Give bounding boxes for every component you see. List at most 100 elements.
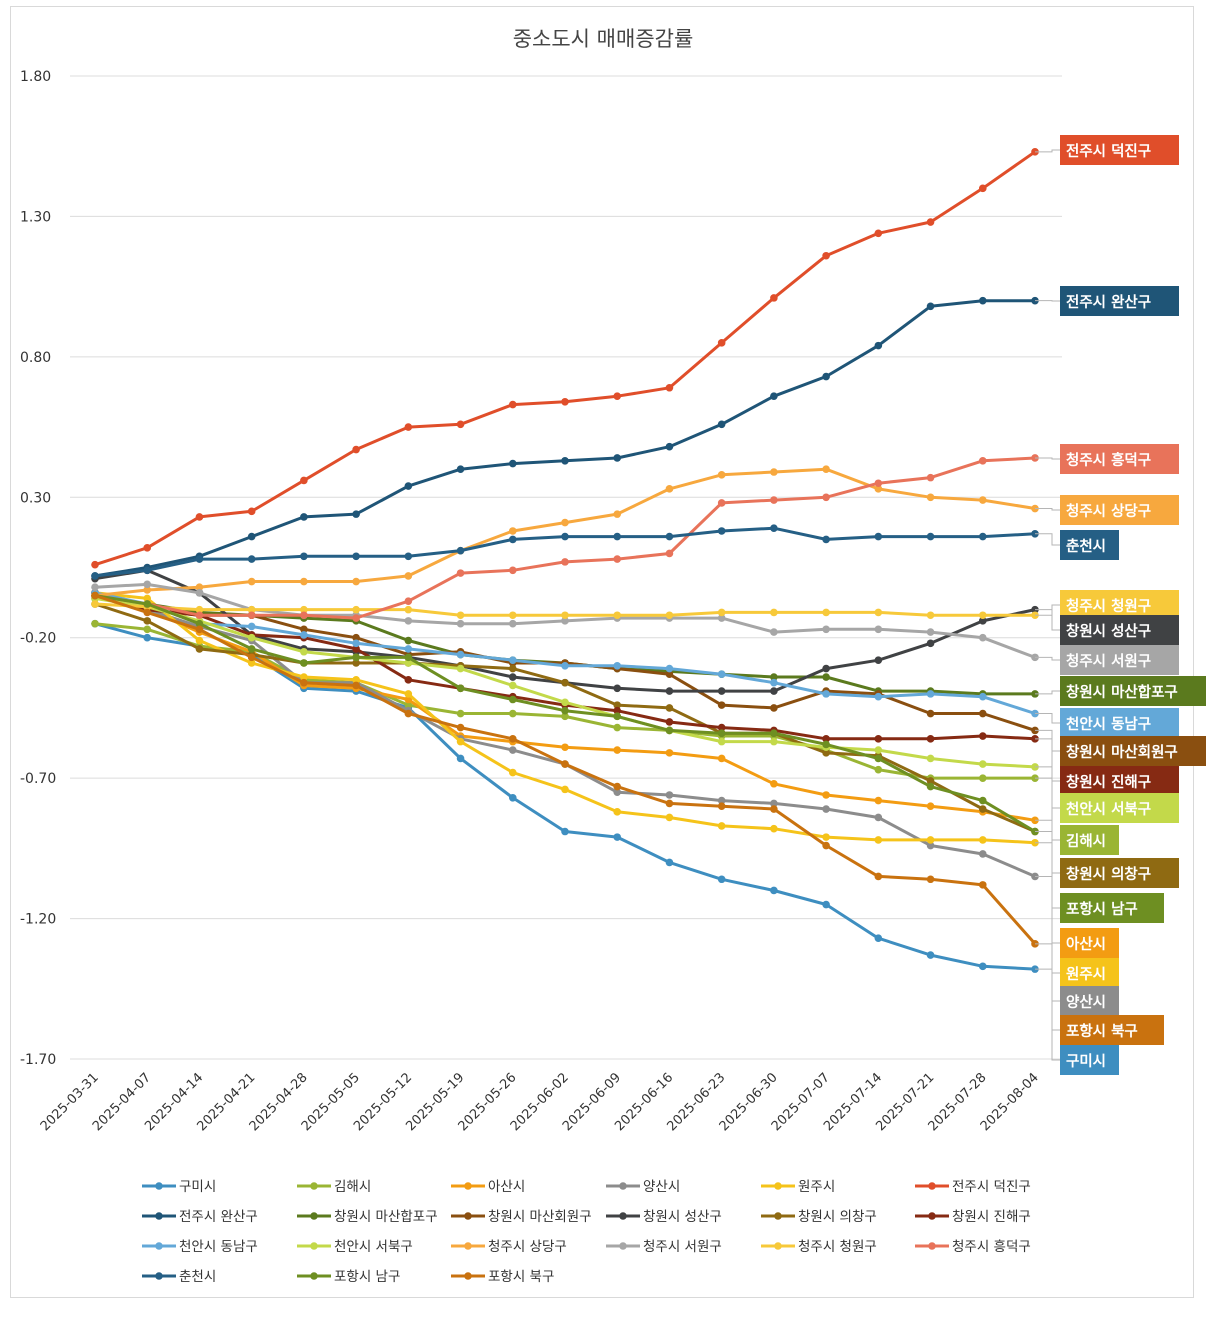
data-point [978, 611, 987, 620]
y-tick-label: 0.80 [20, 350, 51, 366]
grid-lines [70, 75, 1062, 1060]
data-point [717, 420, 726, 429]
data-point [770, 468, 778, 476]
data-point [926, 473, 935, 482]
label-connector [1035, 729, 1060, 752]
data-point [613, 532, 622, 541]
data-point [978, 962, 987, 971]
data-point [195, 611, 204, 620]
end-label-box [1060, 736, 1206, 766]
end-label: 포항시 남구 [1066, 901, 1138, 918]
data-point [91, 600, 99, 608]
data-point [561, 397, 569, 406]
legend-label: 창원시 의창구 [798, 1209, 877, 1225]
data-point [874, 746, 883, 754]
data-point [717, 875, 726, 884]
legend-swatch-dot [155, 1242, 163, 1250]
data-point [561, 456, 569, 465]
data-point [822, 673, 830, 681]
data-point [770, 678, 778, 687]
data-point [300, 678, 308, 687]
legend-swatch-dot [464, 1242, 472, 1250]
legend-label: 청주시 청원구 [798, 1239, 877, 1255]
series-group [91, 296, 1039, 580]
end-label-box [1060, 676, 1206, 706]
y-tick-label: 1.30 [20, 209, 51, 225]
data-point [665, 704, 674, 712]
end-label-box [1060, 444, 1179, 474]
legend-item: 창원시 진해구 [915, 1209, 1031, 1225]
data-point [717, 701, 726, 709]
data-point [822, 690, 830, 698]
end-label-box [1060, 766, 1179, 796]
data-point [404, 552, 413, 561]
data-point [247, 659, 256, 667]
data-point [874, 341, 883, 350]
data-point [978, 805, 987, 813]
data-point [561, 706, 569, 715]
end-label: 창원시 의창구 [1066, 865, 1151, 883]
legend-item: 청주시 서원구 [606, 1239, 722, 1255]
legend-item: 전주시 완산구 [142, 1209, 258, 1225]
data-point [717, 608, 726, 617]
data-point [561, 678, 569, 687]
data-point [404, 659, 413, 667]
data-point [561, 518, 569, 527]
data-point [404, 482, 413, 490]
data-point [717, 471, 726, 479]
legend-swatch-dot [928, 1182, 936, 1190]
data-point [770, 524, 778, 532]
data-point [91, 583, 99, 591]
end-label: 청주시 흥덕구 [1066, 451, 1151, 469]
data-point [926, 218, 935, 226]
legend-label: 포항시 남구 [334, 1269, 400, 1285]
data-point [926, 690, 935, 698]
data-point [822, 900, 830, 909]
series-group [91, 148, 1039, 569]
label-connector [1035, 690, 1060, 695]
legend-item: 청주시 상당구 [451, 1239, 567, 1255]
data-point [561, 698, 569, 707]
data-point [247, 532, 256, 541]
data-point [822, 841, 830, 850]
data-point [613, 833, 622, 841]
end-label: 천안시 동남구 [1066, 715, 1151, 733]
data-point [717, 687, 726, 695]
data-point [770, 392, 778, 400]
data-point [665, 791, 674, 799]
data-point [874, 608, 883, 617]
data-point [404, 617, 413, 625]
label-connector [1035, 766, 1060, 809]
end-label-box [1060, 286, 1179, 316]
data-point [717, 822, 726, 830]
data-point [404, 605, 413, 614]
data-point [822, 535, 830, 544]
data-point [926, 611, 935, 620]
data-point [770, 729, 778, 738]
series-line [93, 622, 1037, 971]
data-point [195, 583, 204, 591]
data-point [874, 735, 883, 743]
data-point [874, 872, 883, 881]
end-label: 창원시 진해구 [1066, 774, 1151, 791]
data-point [300, 673, 308, 681]
data-point [926, 802, 935, 811]
data-point [561, 760, 569, 768]
data-point [665, 726, 674, 735]
data-point [404, 701, 413, 709]
legend-item: 원주시 [761, 1179, 835, 1195]
legend-item: 창원시 마산합포구 [297, 1209, 438, 1225]
legend-swatch-dot [928, 1212, 936, 1220]
data-point [404, 676, 413, 684]
data-point [613, 555, 622, 563]
data-point [561, 712, 569, 721]
series-group [91, 600, 1039, 620]
end-label: 김해시 [1066, 832, 1106, 850]
data-point [508, 619, 517, 628]
series-group [91, 591, 1039, 948]
data-point [770, 886, 778, 895]
end-label: 춘천시 [1066, 538, 1106, 555]
data-point [352, 659, 360, 667]
label-connector [1035, 943, 1060, 1031]
data-point [91, 619, 99, 628]
